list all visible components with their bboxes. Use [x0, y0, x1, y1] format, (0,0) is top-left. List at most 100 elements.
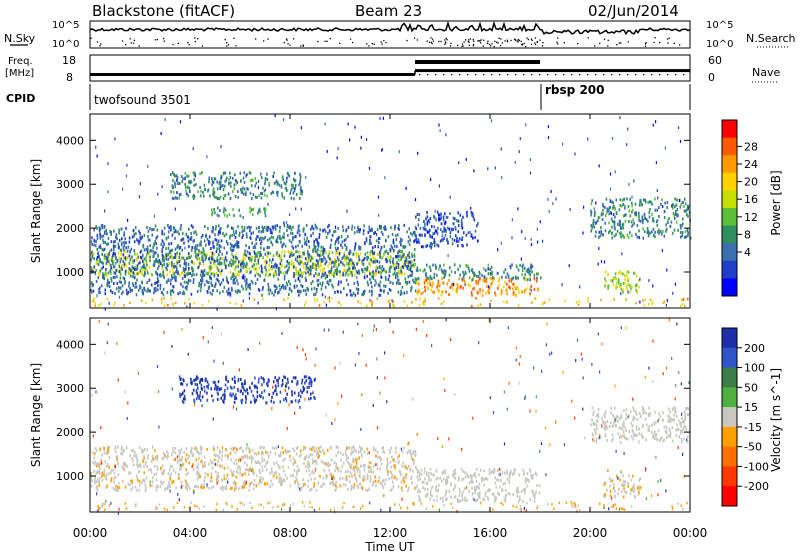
data-cell: [330, 243, 332, 247]
data-cell: [362, 258, 365, 262]
data-cell: [185, 458, 187, 462]
data-cell: [183, 241, 185, 245]
data-cell: [119, 248, 122, 252]
data-cell: [308, 469, 311, 473]
noise-cell: [265, 188, 267, 192]
data-cell: [162, 293, 165, 297]
data-cell: [271, 470, 273, 474]
data-cell: [296, 255, 299, 259]
data-cell: [235, 276, 237, 280]
data-cell: [521, 273, 523, 277]
data-cell: [397, 258, 400, 262]
data-cell: [318, 233, 321, 236]
data-cell: [138, 479, 141, 483]
noise-cell: [530, 243, 533, 246]
data-cell: [667, 221, 669, 224]
data-cell: [147, 271, 149, 275]
data-cell: [92, 289, 95, 293]
nsearch-dot: [644, 45, 647, 47]
data-cell: [393, 476, 395, 479]
near-range-cell: [543, 301, 546, 304]
data-cell: [624, 206, 626, 210]
data-cell: [681, 234, 683, 238]
data-cell: [124, 462, 127, 466]
data-cell: [374, 475, 376, 479]
data-cell: [405, 257, 408, 260]
data-cell: [431, 235, 433, 239]
data-cell: [222, 486, 225, 490]
data-cell: [110, 471, 112, 475]
colorbar-tick-label: 8: [744, 228, 751, 241]
data-cell: [213, 208, 215, 211]
data-cell: [373, 480, 375, 484]
noise-cell: [325, 303, 327, 307]
data-cell: [289, 282, 292, 286]
data-cell: [308, 265, 311, 269]
data-cell: [420, 292, 422, 296]
data-cell: [188, 254, 190, 258]
nsearch-dot: [620, 42, 622, 44]
data-cell: [222, 188, 225, 192]
noise-cell: [530, 288, 532, 292]
nsearch-dot: [224, 39, 226, 41]
data-cell: [289, 454, 291, 458]
data-cell: [205, 271, 208, 275]
data-cell: [106, 259, 109, 263]
data-cell: [120, 447, 123, 451]
data-cell: [193, 262, 196, 266]
data-cell: [652, 219, 655, 223]
data-cell: [190, 224, 193, 228]
noise-cell: [657, 196, 659, 200]
data-cell: [278, 284, 281, 288]
data-cell: [676, 198, 678, 202]
data-cell: [360, 486, 363, 490]
y-tick-label: 4000: [56, 134, 84, 147]
data-cell: [229, 261, 231, 265]
data-cell: [168, 226, 170, 230]
data-cell: [330, 269, 332, 273]
nave-dot: [531, 74, 533, 76]
data-cell: [313, 459, 315, 463]
data-cell: [147, 457, 149, 460]
data-cell: [295, 476, 297, 480]
data-cell: [231, 190, 234, 194]
data-cell: [483, 275, 486, 279]
data-cell: [107, 255, 109, 259]
data-cell: [333, 261, 336, 265]
noise-cell: [473, 169, 475, 173]
data-cell: [278, 229, 281, 233]
data-cell: [622, 202, 624, 206]
nsearch-dot: [383, 39, 385, 42]
data-cell: [187, 263, 190, 266]
noise-cell: [90, 240, 93, 244]
data-cell: [176, 178, 178, 182]
near-range-cell: [443, 300, 445, 304]
data-cell: [174, 471, 177, 475]
data-cell: [307, 479, 310, 483]
data-cell: [141, 235, 143, 239]
data-cell: [391, 246, 393, 250]
data-cell: [198, 284, 200, 288]
data-cell: [107, 242, 110, 246]
data-cell: [300, 260, 302, 264]
data-cell: [96, 488, 99, 492]
data-cell: [225, 178, 227, 182]
data-cell: [522, 268, 524, 272]
data-cell: [473, 218, 476, 222]
data-cell: [148, 256, 151, 260]
data-cell: [256, 235, 258, 239]
data-cell: [355, 255, 358, 258]
data-cell: [217, 459, 219, 463]
data-cell: [269, 258, 271, 262]
data-cell: [523, 276, 525, 280]
data-cell: [330, 481, 333, 485]
data-cell: [214, 259, 216, 263]
data-cell: [211, 177, 213, 180]
data-cell: [143, 257, 146, 261]
data-cell: [384, 285, 387, 288]
nsearch-dot: [125, 44, 127, 46]
data-cell: [506, 272, 509, 276]
noise-cell: [194, 174, 197, 178]
data-cell: [261, 452, 263, 456]
data-cell: [203, 483, 205, 487]
